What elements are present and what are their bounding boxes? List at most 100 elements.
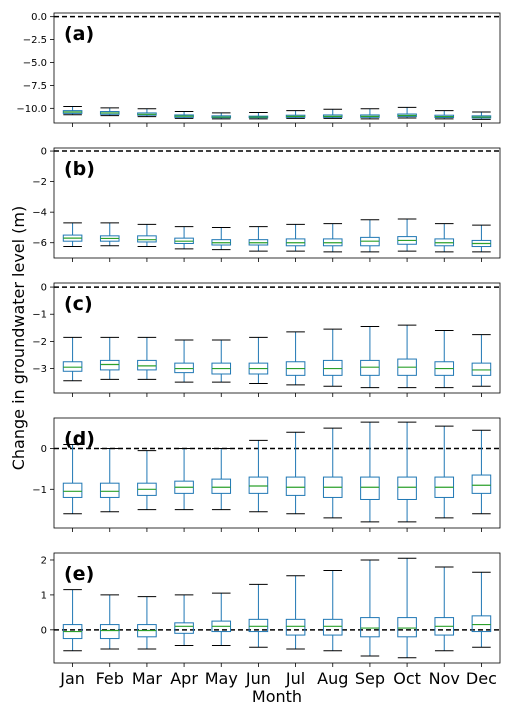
- iqr-box: [360, 359, 380, 376]
- panel-d: 0 −1 (d): [32, 417, 501, 532]
- panel-label: (a): [64, 23, 94, 45]
- box-sep: [360, 108, 380, 120]
- y-tick-label: −2: [32, 177, 47, 188]
- iqr-box: [174, 362, 194, 374]
- box-dec: [471, 429, 492, 515]
- y-tick-label: −2: [32, 337, 47, 348]
- box-jun: [248, 226, 269, 252]
- box-oct: [397, 421, 417, 523]
- iqr-box: [99, 624, 120, 640]
- box-mar: [137, 596, 157, 650]
- y-tick-label: −5.0: [23, 58, 47, 69]
- box-oct: [397, 218, 417, 252]
- iqr-box: [248, 476, 269, 494]
- iqr-box: [397, 617, 417, 638]
- x-tick-label: Oct: [393, 669, 421, 688]
- axes-frame: [53, 552, 501, 664]
- box-apr: [174, 339, 194, 383]
- box-jul: [285, 575, 306, 650]
- box-oct: [397, 557, 417, 659]
- iqr-box: [99, 359, 120, 371]
- box-apr: [174, 448, 194, 511]
- iqr-box: [62, 361, 83, 372]
- box-oct: [397, 324, 417, 389]
- box-aug: [322, 328, 343, 387]
- x-tick-label: Sep: [355, 669, 385, 688]
- box-jun: [248, 336, 269, 384]
- x-tick-label: Feb: [96, 669, 124, 688]
- y-tick-label: −7.5: [23, 81, 47, 92]
- panels-group: 0.0 −2.5 −5.0 −7.5 −10.0 (a) 0 −2 −4 −6 (b) 0 −1 −2 −3…: [16, 12, 501, 667]
- box-dec: [471, 571, 492, 648]
- panel-b: 0 −2 −4 −6 (b): [32, 147, 501, 262]
- box-aug: [322, 108, 343, 119]
- iqr-box: [99, 482, 120, 498]
- x-tick-label: Aug: [317, 669, 348, 688]
- x-tick-label: Jul: [285, 669, 305, 688]
- box-feb: [99, 336, 120, 380]
- box-jun: [248, 439, 269, 513]
- x-tick-label: Jun: [245, 669, 271, 688]
- box-jun: [248, 583, 269, 648]
- box-feb: [99, 448, 120, 513]
- box-jun: [248, 111, 269, 120]
- iqr-box: [322, 359, 343, 376]
- box-jan: [62, 106, 83, 116]
- iqr-box: [174, 622, 194, 634]
- box-jan: [62, 336, 83, 382]
- box-apr: [174, 226, 194, 250]
- iqr-box: [397, 476, 417, 500]
- box-mar: [137, 336, 157, 380]
- box-nov: [434, 110, 455, 120]
- y-tick-label: 2: [41, 555, 47, 566]
- axes-frame: [53, 147, 501, 259]
- x-tick-label: Mar: [132, 669, 163, 688]
- x-tick-label: Apr: [170, 669, 198, 688]
- iqr-box: [248, 618, 269, 633]
- box-dec: [471, 224, 492, 253]
- box-sep: [360, 219, 380, 253]
- iqr-box: [322, 618, 343, 636]
- box-jul: [285, 331, 306, 386]
- x-axis-title: Month: [252, 687, 302, 706]
- iqr-box: [137, 359, 157, 371]
- box-nov: [434, 223, 455, 253]
- axes-frame: [53, 282, 501, 394]
- panel-a: 0.0 −2.5 −5.0 −7.5 −10.0 (a): [16, 12, 501, 127]
- y-tick-label: 0: [41, 283, 47, 294]
- y-tick-label: −4: [32, 208, 47, 219]
- box-sep: [360, 325, 380, 389]
- iqr-box: [62, 482, 83, 498]
- box-dec: [471, 111, 492, 120]
- iqr-box: [360, 617, 380, 638]
- box-nov: [434, 330, 455, 389]
- box-apr: [174, 111, 194, 119]
- x-tick-label: Jan: [59, 669, 85, 688]
- axes-frame: [53, 417, 501, 529]
- box-nov: [434, 425, 455, 519]
- iqr-box: [137, 235, 157, 243]
- y-tick-label: 0: [41, 625, 47, 636]
- y-tick-label: −10.0: [16, 104, 47, 115]
- iqr-box: [211, 478, 232, 494]
- x-tick-label: May: [205, 669, 238, 688]
- y-tick-label: −1: [32, 485, 47, 496]
- iqr-box: [471, 474, 492, 494]
- y-tick-label: −2.5: [23, 35, 47, 46]
- iqr-box: [471, 362, 492, 376]
- box-feb: [99, 222, 120, 247]
- box-jul: [285, 431, 306, 515]
- box-may: [211, 448, 232, 511]
- box-jul: [285, 223, 306, 252]
- panel-c: 0 −1 −2 −3 (c): [32, 282, 501, 397]
- iqr-box: [360, 476, 380, 500]
- box-jan: [62, 443, 83, 515]
- box-sep: [360, 421, 380, 523]
- y-tick-label: 0: [41, 444, 47, 455]
- y-tick-label: 0: [41, 147, 47, 158]
- box-feb: [99, 107, 120, 117]
- y-tick-label: −1: [32, 310, 47, 321]
- box-nov: [434, 566, 455, 652]
- box-feb: [99, 594, 120, 650]
- box-may: [211, 112, 232, 120]
